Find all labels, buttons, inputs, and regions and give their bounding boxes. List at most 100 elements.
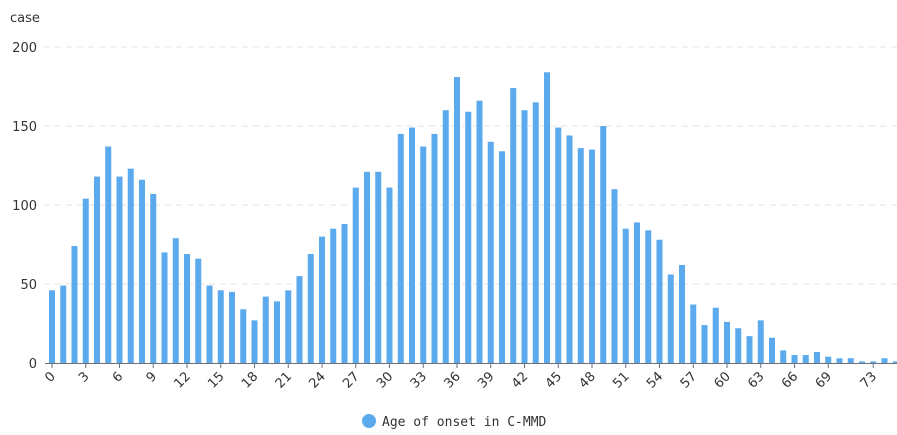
bar-age-61 bbox=[735, 328, 742, 363]
bar-age-14 bbox=[206, 285, 213, 363]
bar-age-60 bbox=[724, 321, 730, 363]
x-tick-label: 63 bbox=[745, 369, 767, 391]
bar-age-55 bbox=[667, 274, 674, 363]
bar-age-75 bbox=[892, 361, 897, 363]
y-tick-label: 0 bbox=[29, 357, 37, 372]
bar-age-15 bbox=[217, 290, 224, 363]
bar-age-58 bbox=[701, 325, 708, 363]
x-tick-labels: 0 3 6 9 12 15 18 21 24 27 30 33 36 39 42 45 48 51 54 57 60 63… bbox=[42, 363, 880, 392]
y-tick-label: 50 bbox=[20, 278, 37, 293]
bars bbox=[49, 72, 897, 364]
x-tick-label: 6 bbox=[110, 369, 126, 385]
bar-age-8 bbox=[139, 179, 145, 363]
x-tick-label: 15 bbox=[205, 369, 227, 391]
bar-age-12 bbox=[184, 253, 190, 363]
bar-age-1 bbox=[60, 285, 67, 363]
bar-age-71 bbox=[847, 358, 854, 363]
bar-age-22 bbox=[296, 276, 303, 363]
bar-age-43 bbox=[532, 102, 539, 364]
bar-age-57 bbox=[690, 304, 697, 363]
bar-age-29 bbox=[375, 171, 382, 363]
bar-age-13 bbox=[195, 258, 202, 363]
bar-age-51 bbox=[622, 228, 629, 363]
bar-age-56 bbox=[679, 265, 685, 363]
bar-age-24 bbox=[319, 236, 325, 363]
x-tick-label: 69 bbox=[813, 369, 835, 391]
bar-age-17 bbox=[240, 309, 247, 363]
bar-age-62 bbox=[746, 336, 753, 363]
legend[interactable]: Age of onset in C-MMD bbox=[362, 414, 547, 430]
x-tick-label: 3 bbox=[76, 369, 92, 385]
bar-age-18 bbox=[251, 320, 258, 363]
bar-age-45 bbox=[555, 127, 562, 363]
y-tick-label: 150 bbox=[12, 120, 37, 135]
bar-age-3 bbox=[82, 198, 89, 363]
x-tick-label: 12 bbox=[172, 369, 194, 391]
bar-age-19 bbox=[262, 296, 269, 363]
bar-age-25 bbox=[330, 228, 337, 363]
x-tick-label: 48 bbox=[577, 369, 599, 391]
y-tick-label: 100 bbox=[12, 199, 37, 214]
bar-age-21 bbox=[285, 290, 292, 363]
x-tick-label: 45 bbox=[543, 369, 565, 391]
bar-age-39 bbox=[487, 141, 494, 363]
bar-age-47 bbox=[577, 148, 584, 363]
x-tick-label: 33 bbox=[408, 369, 430, 391]
bar-age-2 bbox=[71, 246, 78, 363]
bar-age-63 bbox=[757, 320, 764, 363]
bar-age-52 bbox=[634, 222, 640, 363]
bar-age-0 bbox=[49, 290, 55, 363]
x-tick-label: 9 bbox=[144, 369, 160, 385]
bar-age-54 bbox=[656, 239, 663, 363]
bar-age-11 bbox=[172, 238, 179, 363]
bar-age-4 bbox=[94, 176, 100, 363]
bar-age-68 bbox=[814, 351, 820, 363]
y-tick-label: 200 bbox=[12, 41, 37, 56]
bar-age-66 bbox=[791, 355, 798, 363]
bar-age-73 bbox=[870, 361, 877, 363]
bar-age-50 bbox=[611, 189, 618, 363]
bar-age-27 bbox=[352, 187, 359, 363]
bar-age-64 bbox=[769, 337, 775, 363]
x-tick-label: 42 bbox=[509, 369, 531, 391]
bar-age-38 bbox=[476, 100, 483, 363]
bar-age-36 bbox=[454, 77, 460, 364]
bar-age-37 bbox=[465, 111, 472, 363]
bar-age-9 bbox=[150, 193, 157, 363]
bar-age-6 bbox=[116, 176, 123, 363]
bar-age-46 bbox=[566, 135, 573, 363]
x-tick-label: 21 bbox=[273, 369, 295, 391]
bar-age-28 bbox=[364, 171, 370, 363]
x-tick-label: 24 bbox=[307, 369, 329, 391]
bar-age-35 bbox=[442, 110, 449, 363]
bar-age-7 bbox=[127, 168, 134, 363]
bar-age-30 bbox=[386, 187, 393, 363]
y-axis-unit-label: case bbox=[10, 11, 40, 26]
bar-age-40 bbox=[499, 151, 505, 363]
bar-age-67 bbox=[802, 355, 809, 363]
bar-age-5 bbox=[105, 146, 112, 363]
bar-age-59 bbox=[712, 307, 719, 363]
x-tick-label: 51 bbox=[610, 369, 632, 391]
bar-age-74 bbox=[881, 358, 888, 363]
x-tick-label: 60 bbox=[712, 369, 734, 391]
bar-age-65 bbox=[780, 350, 787, 363]
legend-label: Age of onset in C-MMD bbox=[382, 415, 547, 430]
bar-age-34 bbox=[431, 133, 438, 363]
bar-age-32 bbox=[409, 127, 415, 363]
x-tick-label: 66 bbox=[779, 369, 801, 391]
bar-age-31 bbox=[397, 133, 404, 363]
y-tick-labels: 0 50 100 150 200 bbox=[12, 41, 37, 372]
x-tick-label: 27 bbox=[340, 369, 362, 391]
bar-age-26 bbox=[341, 223, 348, 363]
bar-age-20 bbox=[274, 301, 280, 363]
bar-age-10 bbox=[161, 252, 168, 363]
bar-age-70 bbox=[836, 358, 843, 363]
x-tick-label: 73 bbox=[858, 369, 880, 391]
bar-age-49 bbox=[600, 126, 607, 363]
x-tick-label: 36 bbox=[442, 369, 464, 391]
bar-age-53 bbox=[645, 230, 652, 363]
x-tick-label: 0 bbox=[42, 369, 58, 385]
